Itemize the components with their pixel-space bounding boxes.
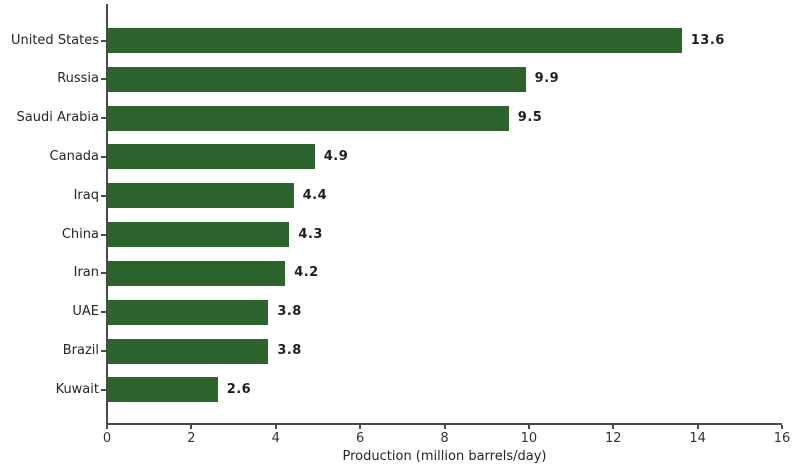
x-tick-mark (443, 425, 446, 429)
y-tick-mark (101, 78, 106, 81)
bar (108, 105, 509, 131)
bar (108, 377, 218, 403)
x-tick-label: 12 (604, 431, 622, 446)
x-tick-label: 2 (187, 431, 196, 446)
category-label: Brazil (62, 343, 99, 359)
x-tick-mark (527, 425, 530, 429)
x-tick-label: 8 (440, 431, 449, 446)
category-label: Iran (73, 265, 99, 281)
x-tick-label: 0 (102, 431, 112, 446)
bar (108, 260, 286, 286)
bar (108, 299, 269, 325)
y-axis-line (106, 4, 108, 425)
y-tick-mark (101, 350, 106, 353)
value-label: 4.4 (302, 187, 328, 203)
value-label: 4.9 (323, 148, 349, 164)
value-label: 2.6 (226, 381, 252, 397)
value-label: 9.5 (517, 110, 543, 126)
x-tick-mark (359, 425, 362, 429)
y-tick-mark (101, 155, 106, 158)
x-tick-mark (106, 425, 108, 429)
x-axis-title: Production (million barrels/day) (342, 449, 547, 464)
bar (108, 28, 682, 53)
bar (108, 222, 290, 248)
bar (108, 183, 294, 209)
x-tick-label: 16 (773, 431, 791, 446)
value-label: 13.6 (690, 32, 725, 48)
category-label: Kuwait (55, 381, 99, 397)
x-tick-mark (612, 425, 615, 429)
bar (108, 66, 526, 92)
category-label: UAE (72, 304, 99, 320)
category-label: United States (10, 32, 99, 48)
value-label: 4.3 (298, 226, 323, 242)
x-tick-mark (696, 425, 699, 429)
value-label: 9.9 (534, 71, 560, 87)
y-tick-mark (101, 117, 106, 120)
y-tick-mark (101, 39, 106, 42)
y-tick-mark (101, 311, 106, 314)
x-tick-label: 4 (271, 431, 280, 446)
y-tick-mark (101, 194, 106, 197)
category-label: Iraq (73, 187, 99, 203)
category-label: Saudi Arabia (16, 110, 100, 126)
x-tick-mark (274, 425, 277, 429)
value-label: 4.2 (294, 265, 319, 281)
value-label: 3.8 (277, 343, 302, 359)
x-tick-label: 10 (520, 431, 538, 446)
category-label: Canada (49, 148, 99, 164)
category-label: Russia (57, 71, 99, 87)
category-label: China (61, 226, 99, 242)
y-tick-mark (101, 388, 106, 391)
x-tick-mark (190, 425, 193, 429)
bar (108, 144, 315, 170)
y-tick-mark (101, 272, 106, 275)
x-tick-label: 6 (355, 431, 365, 446)
x-axis-line (106, 423, 782, 425)
x-tick-mark (781, 425, 783, 429)
value-label: 3.8 (277, 304, 302, 320)
x-tick-label: 14 (689, 431, 706, 446)
y-tick-mark (101, 233, 106, 236)
bar (108, 338, 269, 364)
